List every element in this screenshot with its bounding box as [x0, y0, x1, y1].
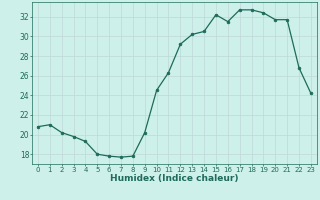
X-axis label: Humidex (Indice chaleur): Humidex (Indice chaleur) — [110, 174, 239, 183]
